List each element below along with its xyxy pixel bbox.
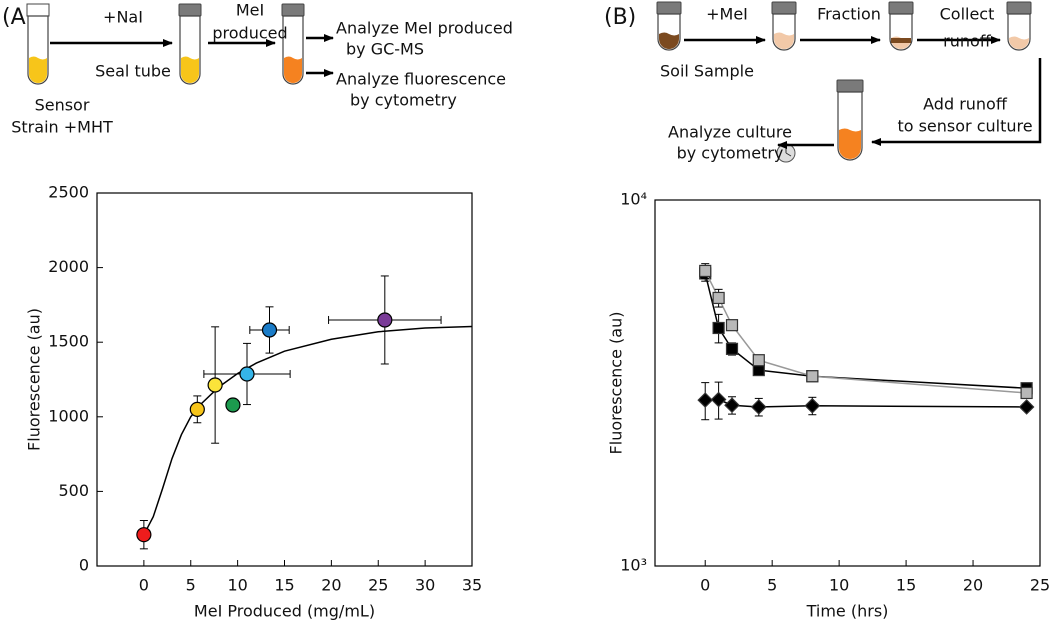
diagram-label: Sensor bbox=[35, 96, 90, 115]
fit-curve bbox=[143, 325, 473, 536]
x-tick-label: 30 bbox=[415, 576, 435, 595]
diagram-label: Analyze MeI produced bbox=[336, 19, 513, 38]
tube-cap bbox=[836, 79, 864, 93]
x-tick-label: 35 bbox=[462, 576, 482, 595]
tube-liquid bbox=[1009, 36, 1029, 49]
marker bbox=[377, 312, 393, 328]
x-tick-label: 0 bbox=[139, 576, 149, 595]
marker bbox=[239, 366, 255, 382]
arrow bbox=[871, 58, 1042, 146]
diagram-label: +NaI bbox=[103, 8, 143, 27]
marker bbox=[752, 354, 765, 367]
tube-liquid bbox=[29, 56, 47, 83]
x-tick-label: 0 bbox=[700, 576, 710, 595]
diagram-label: Analyze fluorescence bbox=[336, 70, 506, 89]
diagram-label: Fraction bbox=[817, 5, 881, 24]
y-tick-label: 0 bbox=[79, 556, 89, 575]
marker bbox=[136, 527, 152, 543]
x-tick-label: 15 bbox=[274, 576, 294, 595]
marker bbox=[207, 377, 223, 393]
marker bbox=[712, 321, 725, 335]
panel-label: (B) bbox=[604, 5, 636, 30]
tube-liquid bbox=[839, 128, 861, 159]
diagram-label: Strain +MHT bbox=[11, 118, 113, 137]
plot-frame bbox=[654, 199, 1041, 567]
x-tick-label: 10 bbox=[829, 576, 849, 595]
tube-liquid bbox=[774, 32, 794, 49]
diagram-label: to sensor culture bbox=[897, 117, 1032, 136]
diagram-label: +MeI bbox=[706, 5, 748, 24]
marker bbox=[725, 319, 739, 332]
x-tick-label: 25 bbox=[368, 576, 388, 595]
x-tick-label: 20 bbox=[321, 576, 341, 595]
y-axis-title: Fluorescence (au) bbox=[607, 312, 626, 455]
y-tick-label: 2000 bbox=[48, 257, 89, 276]
tube-cap bbox=[26, 3, 50, 17]
tube-cap bbox=[178, 3, 202, 17]
sediment bbox=[891, 38, 911, 43]
diagram-label: Add runoff bbox=[923, 95, 1008, 114]
x-tick-label: 15 bbox=[896, 576, 916, 595]
diagram-label: runoff bbox=[943, 32, 992, 51]
tube-cap bbox=[656, 1, 682, 15]
tube-cap bbox=[888, 1, 914, 15]
marker bbox=[750, 399, 767, 415]
diagram-label: by GC-MS bbox=[346, 40, 424, 59]
marker bbox=[1018, 399, 1035, 415]
marker bbox=[712, 291, 725, 305]
tube-cap bbox=[771, 1, 797, 15]
diagram-label: by cytometry bbox=[677, 144, 784, 163]
diagram-label: Soil Sample bbox=[660, 62, 754, 81]
tube-liquid bbox=[659, 32, 679, 49]
y-axis-title: Fluorescence (au) bbox=[25, 308, 44, 451]
diagram-label: produced bbox=[212, 24, 287, 43]
x-tick-label: 5 bbox=[186, 576, 196, 595]
diagram-label: Analyze culture bbox=[668, 123, 792, 142]
y-tick-label: 500 bbox=[58, 481, 89, 500]
marker bbox=[699, 264, 712, 278]
x-tick-label: 25 bbox=[1030, 576, 1050, 595]
diagram-label: Seal tube bbox=[95, 62, 171, 81]
marker bbox=[261, 322, 278, 338]
x-tick-label: 20 bbox=[963, 576, 983, 595]
diagram-label: Collect bbox=[940, 5, 995, 24]
marker bbox=[710, 391, 727, 408]
marker bbox=[725, 342, 739, 355]
marker bbox=[1020, 386, 1033, 400]
plot-frame bbox=[96, 192, 473, 567]
series-line bbox=[704, 273, 1027, 389]
marker bbox=[697, 392, 714, 408]
x-tick-label: 10 bbox=[227, 576, 247, 595]
diagram-label: MeI bbox=[236, 1, 264, 20]
y-tick-label: 2500 bbox=[48, 183, 89, 202]
y-tick-label: 1000 bbox=[48, 406, 89, 425]
marker bbox=[806, 370, 819, 383]
tube-liquid bbox=[284, 56, 302, 83]
marker bbox=[724, 397, 740, 414]
marker bbox=[804, 397, 821, 414]
tube-cap bbox=[281, 3, 305, 17]
x-axis-title: MeI Produced (mg/mL) bbox=[194, 602, 375, 621]
marker bbox=[189, 401, 205, 417]
diagram-label: by cytometry bbox=[350, 91, 457, 110]
marker bbox=[225, 397, 241, 413]
y-tick-label: 10³ bbox=[620, 556, 647, 575]
tube-cap bbox=[1006, 1, 1032, 15]
tube-liquid bbox=[181, 56, 199, 83]
y-tick-label: 1500 bbox=[48, 332, 89, 351]
x-axis-title: Time (hrs) bbox=[806, 602, 889, 621]
y-tick-label: 10⁴ bbox=[620, 190, 647, 209]
x-tick-label: 5 bbox=[767, 576, 777, 595]
